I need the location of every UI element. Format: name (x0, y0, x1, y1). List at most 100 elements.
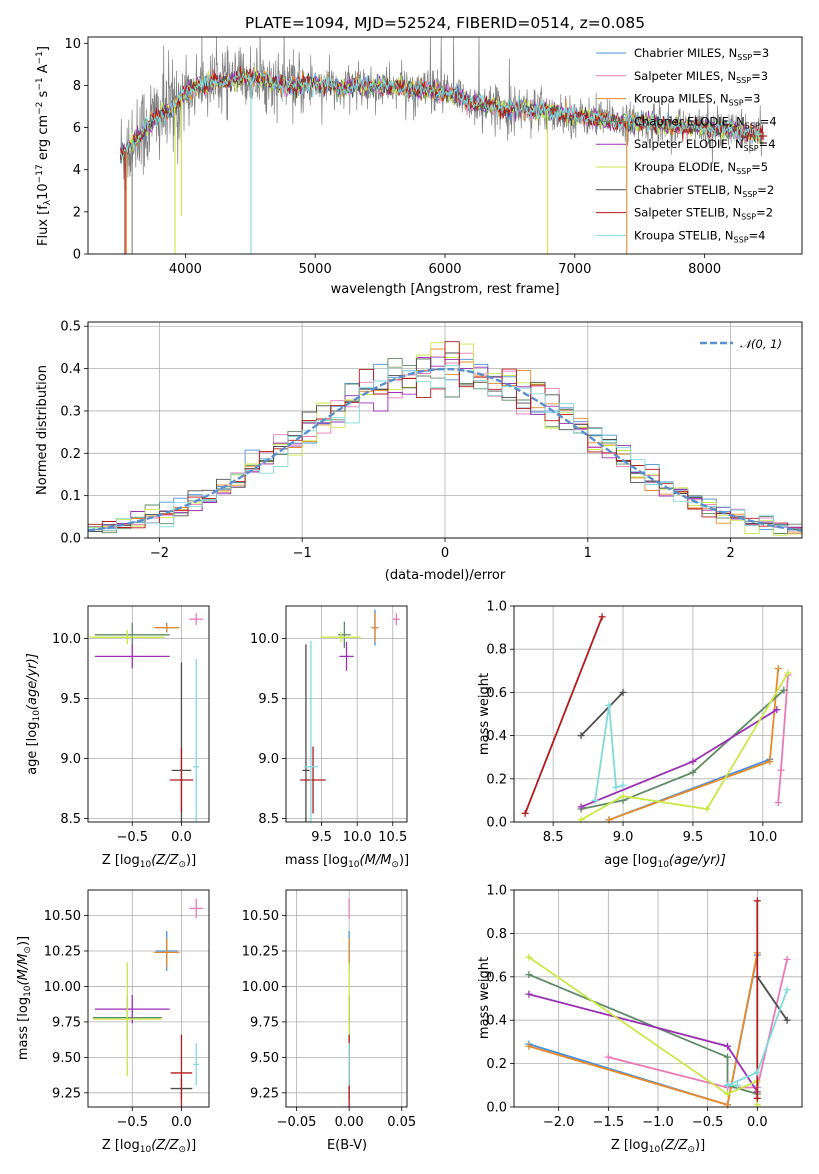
weight-age-series-line (594, 705, 624, 801)
weight-z-series-line (528, 956, 759, 1105)
residual-xtick-label: −1 (293, 546, 312, 561)
age-mass-errorbars (300, 609, 400, 822)
residual-ytick-label: 0.1 (60, 489, 81, 504)
legend-count: =3 (752, 46, 769, 60)
age-z-ytick-label: 9.5 (60, 692, 81, 707)
residual-ytick-label: 0.4 (60, 362, 81, 377)
legend-name: Chabrier MILES, N (634, 46, 737, 60)
age-z-grid (88, 606, 209, 822)
legend-entry: Kroupa MILES, NSSP=3 (634, 92, 760, 108)
weight-z-plot-area (525, 897, 791, 1109)
spectrum-panel: 4000 5000 6000 7000 8000 0 2 4 6 8 10 wavelength [… (35, 36, 803, 297)
mass-ebv-ytick-label: 9.75 (250, 1015, 279, 1030)
legend-sub: SSP (729, 99, 744, 108)
age-z-ticks: −0.5 0.0 8.5 9.0 9.5 10.0 (52, 632, 192, 845)
mass-z-ylabel: mass [log10(M/M⊙)] (16, 936, 33, 1060)
age-z-frame (87, 605, 210, 823)
weight-age-ticks: 8.5 9.0 9.5 10.0 0.0 0.2 0.4 0.6 0.8 1.0 (486, 600, 777, 846)
mass-ebv-ytick-label: 9.25 (250, 1086, 279, 1101)
age-z-plot-area (89, 613, 204, 822)
legend-entry: Kroupa ELODIE, NSSP=5 (634, 160, 768, 176)
weight-z-series-line (528, 973, 758, 1095)
legend-count: =3 (751, 69, 768, 83)
spectrum-ytick-label: 6 (73, 121, 81, 136)
weight-age-series-line (524, 616, 603, 814)
weight-age-ytick-label: 0.0 (486, 816, 507, 831)
legend-sub: SSP (734, 235, 749, 244)
legend-entry: Salpeter MILES, NSSP=3 (634, 69, 768, 85)
figure-title: PLATE=1094, MJD=52524, FIBERID=0514, z=0… (245, 14, 645, 32)
weight-age-series-line (580, 672, 789, 821)
spectrum-ytick-label: 8 (73, 79, 81, 94)
spectrum-ylabel: Flux [fλ10−17 erg cm−2 s−1 A−1] (35, 46, 53, 246)
weight-z-ytick-label: 0.6 (486, 970, 507, 985)
spectrum-ytick-label: 0 (73, 248, 81, 263)
spectrum-xlabel: wavelength [Angstrom, rest frame] (331, 282, 560, 297)
age-z-ytick-label: 10.0 (52, 632, 81, 647)
spectrum-xtick-label: 7000 (558, 262, 591, 277)
legend-name: Salpeter STELIB, N (634, 206, 741, 220)
age-mass-xtick-label: 10.5 (378, 830, 407, 845)
legend-sub: SSP (737, 53, 752, 62)
normal-legend-label: 𝒩(0, 1) (740, 337, 782, 351)
age-z-ytick-label: 8.5 (60, 812, 81, 827)
residual-histogram (88, 365, 802, 531)
age-mass-xtick-label: 9.5 (311, 830, 332, 845)
mass-ebv-frame (285, 889, 408, 1108)
weight-z-xtick-label: −1.5 (593, 1115, 625, 1130)
mass-ebv-xtick-label: −0.05 (277, 1115, 317, 1130)
residual-xlabel: (data-model)/error (385, 568, 506, 583)
weight-age-ylabel: mass weight (477, 673, 492, 755)
legend-name: Salpeter ELODIE, N (634, 137, 744, 151)
mass-z-ytick-label: 10.00 (44, 980, 81, 995)
weight-age-xlabel: age [log10(age/yr)] (604, 853, 726, 870)
weight-z-grid (514, 889, 802, 1108)
age-z-ylabel: age [log10(age/yr)] (25, 653, 42, 775)
mass-ebv-panel: −0.05 0.00 0.05 9.25 9.50 9.75 10.00 10.25 10.50… (242, 889, 416, 1153)
mass-ebv-grid (286, 890, 407, 1107)
mass-z-xtick-label: −0.5 (116, 1115, 148, 1130)
residual-plot-area (88, 341, 802, 536)
weight-z-series-line (756, 976, 788, 1021)
mass-z-frame (87, 889, 210, 1108)
mass-z-xlabel: Z [log10(Z/Z⊙)] (102, 1138, 196, 1155)
weight-age-panel: 8.5 9.0 9.5 10.0 0.0 0.2 0.4 0.6 0.8 1.0 age [log… (477, 600, 803, 870)
residual-ytick-label: 0.3 (60, 404, 81, 419)
weight-age-ytick-label: 1.0 (486, 600, 507, 615)
weight-z-xtick-label: −2.0 (543, 1115, 575, 1130)
age-z-xtick-label: 0.0 (171, 830, 192, 845)
legend-count: =4 (749, 228, 766, 242)
legend-count: =2 (757, 183, 774, 197)
legend-count: =2 (756, 206, 773, 220)
weight-z-series-line (727, 989, 788, 1087)
weight-z-ylabel: mass weight (477, 957, 492, 1039)
mass-z-errorbars (92, 898, 204, 1107)
residual-ytick-label: 0.5 (60, 320, 81, 335)
weight-age-plot-area (521, 613, 792, 824)
legend-count: =5 (751, 160, 768, 174)
weight-z-ytick-label: 0.4 (486, 1014, 507, 1029)
age-mass-xtick-label: 10.0 (343, 830, 372, 845)
age-mass-ytick-label: 10.0 (250, 632, 279, 647)
legend-entry: Salpeter STELIB, NSSP=2 (634, 206, 773, 222)
age-mass-ytick-label: 9.0 (258, 752, 279, 767)
legend-name: Chabrier ELODIE, N (634, 114, 745, 128)
age-mass-grid (286, 606, 407, 822)
mass-z-grid (88, 890, 209, 1107)
mass-z-xtick-label: 0.0 (171, 1115, 192, 1130)
weight-age-series-line (580, 689, 785, 810)
normal-curve (88, 367, 802, 532)
residual-ytick-label: 0.2 (60, 447, 81, 462)
residual-ylabel: Normed distribution (35, 365, 50, 495)
weight-age-xtick-label: 9.0 (613, 830, 634, 845)
mass-z-plot-area (92, 898, 204, 1107)
legend-name: Kroupa ELODIE, N (634, 160, 736, 174)
legend-sub: SSP (736, 76, 751, 85)
age-mass-ticks: 9.5 10.0 10.5 8.5 9.0 9.5 10.0 (250, 632, 407, 845)
mass-z-ytick-label: 10.25 (44, 944, 81, 959)
spectrum-ytick-label: 4 (73, 163, 81, 178)
weight-z-series-line (528, 993, 759, 1093)
spectrum-xtick-label: 6000 (428, 262, 461, 277)
residual-xtick-label: 2 (726, 546, 734, 561)
